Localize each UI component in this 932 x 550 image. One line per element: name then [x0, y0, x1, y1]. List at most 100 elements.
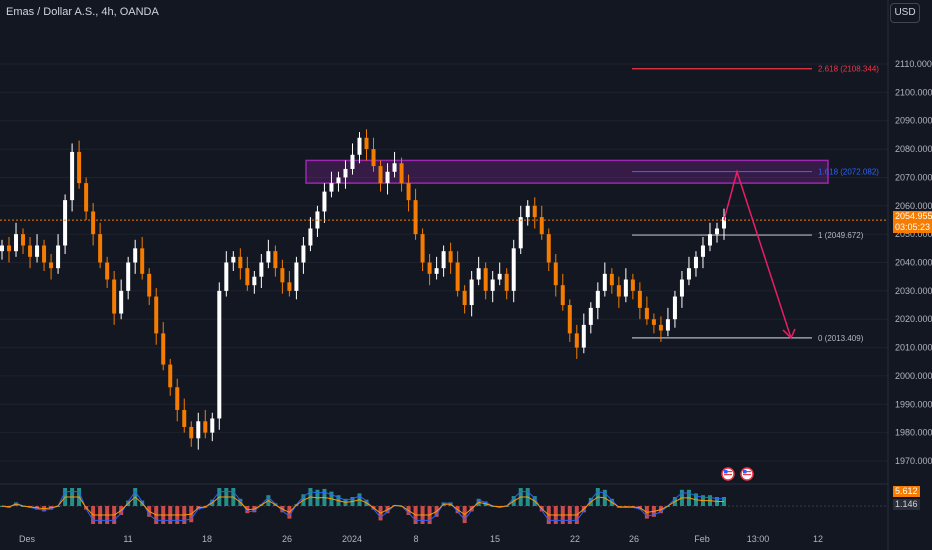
candle	[126, 256, 131, 300]
candle-body	[168, 364, 173, 388]
candle-body	[238, 256, 243, 269]
candle-body	[84, 183, 89, 212]
candle-body	[546, 234, 551, 263]
candle-body	[21, 234, 26, 246]
candle-body	[574, 333, 579, 348]
candle	[630, 273, 635, 300]
candle-body	[91, 211, 96, 235]
candle-body	[322, 191, 327, 212]
candle	[112, 271, 117, 325]
resistance-zone-rect	[305, 159, 829, 184]
candle-body	[126, 262, 131, 291]
candle	[602, 262, 607, 297]
candle-body	[588, 307, 593, 325]
candle-body	[679, 279, 684, 297]
candle	[665, 307, 670, 337]
candle	[77, 140, 82, 189]
candle-body	[469, 279, 474, 306]
y-tick-label: 2040.000	[895, 258, 932, 268]
candle	[714, 222, 719, 243]
candle	[308, 217, 313, 252]
candle-body	[483, 268, 488, 291]
y-tick-label: 1990.000	[895, 399, 932, 409]
candle-body	[413, 200, 418, 235]
candle-body	[602, 273, 607, 291]
candle	[595, 282, 600, 320]
candle-body	[273, 251, 278, 269]
flag-stripe	[743, 471, 751, 473]
candle-body	[203, 421, 208, 433]
candle-body	[686, 268, 691, 280]
candle	[168, 358, 173, 396]
candle-body	[511, 248, 516, 291]
candle-body	[651, 319, 656, 325]
us-flag-event-icon[interactable]	[740, 467, 754, 481]
candle	[28, 236, 33, 269]
candle-body	[665, 319, 670, 331]
fib-label: 0 (2013.409)	[818, 334, 864, 343]
macd-line	[1, 490, 724, 521]
candle	[448, 242, 453, 274]
candle-body	[497, 273, 502, 280]
candle-body	[336, 177, 341, 184]
event-icons[interactable]	[721, 467, 754, 481]
candle-body	[399, 163, 404, 184]
candle	[722, 208, 726, 240]
candle-body	[371, 149, 376, 167]
candle-body	[707, 234, 712, 246]
candle	[553, 254, 558, 297]
y-tick-label: 2010.000	[895, 343, 932, 353]
candle	[343, 160, 348, 189]
candle-body	[175, 387, 180, 410]
candle-body	[385, 171, 390, 184]
candle	[434, 256, 439, 280]
candle	[539, 205, 544, 240]
candle	[399, 157, 404, 192]
candle	[287, 271, 292, 297]
candle	[70, 143, 75, 212]
candle-body	[112, 279, 117, 314]
candle-body	[448, 251, 453, 263]
flag-stripe	[724, 471, 732, 473]
y-tick-label: 2100.000	[895, 87, 932, 97]
candle	[259, 254, 264, 289]
candle	[469, 271, 474, 317]
candle	[574, 324, 579, 359]
candle	[483, 262, 488, 300]
us-flag-event-icon[interactable]	[721, 467, 735, 481]
candle	[0, 239, 4, 260]
candle-body	[623, 279, 628, 297]
candle-body	[210, 418, 215, 433]
candle-body	[350, 154, 355, 169]
candle-body	[672, 296, 677, 320]
candle-body	[518, 217, 523, 249]
x-tick-label: Feb	[694, 534, 710, 544]
candle	[266, 239, 271, 269]
candle	[273, 245, 278, 277]
candle-body	[7, 245, 12, 252]
flag-stripe	[743, 474, 751, 476]
candle	[322, 183, 327, 223]
candle-body	[154, 296, 159, 334]
candle-body	[287, 282, 292, 291]
candle	[364, 129, 369, 161]
candle	[238, 248, 243, 280]
candle-body	[406, 183, 411, 201]
candle-body	[357, 137, 362, 155]
y-tick-label: 2030.000	[895, 286, 932, 296]
candle	[455, 251, 460, 297]
candle	[525, 200, 530, 226]
candle	[154, 288, 159, 345]
candle	[441, 245, 446, 277]
candle-body	[294, 262, 299, 291]
candle-body	[616, 285, 621, 297]
candle	[532, 197, 537, 229]
candle	[301, 236, 306, 274]
x-tick-label: 13:00	[747, 534, 770, 544]
y-tick-label: 2020.000	[895, 314, 932, 324]
candle	[21, 228, 26, 254]
currency-button[interactable]: USD	[890, 3, 920, 23]
candle	[147, 268, 152, 306]
x-tick-label: 22	[570, 534, 580, 544]
